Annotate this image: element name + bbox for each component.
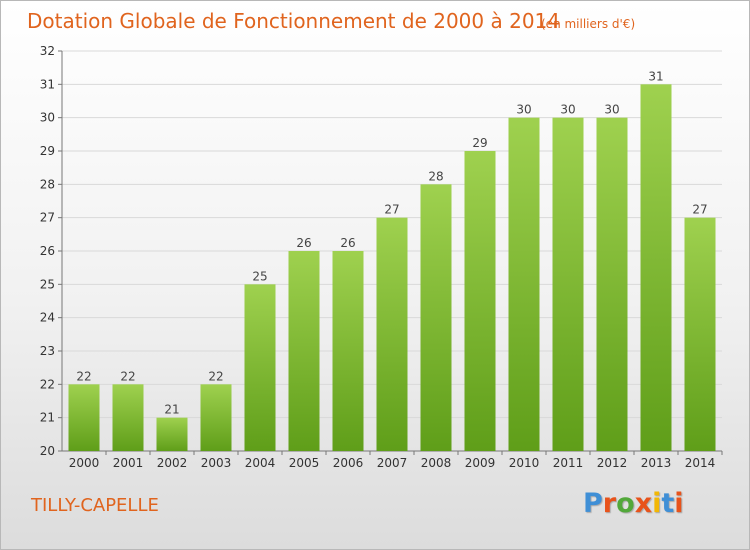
- bar: [332, 251, 364, 451]
- bar: [288, 251, 320, 451]
- bar: [244, 284, 276, 451]
- data-label: 31: [648, 69, 663, 83]
- y-tick-label: 28: [40, 177, 55, 191]
- x-tick-label: 2005: [289, 456, 320, 470]
- bar: [376, 217, 408, 451]
- x-tick-label: 2008: [421, 456, 452, 470]
- y-tick-label: 29: [40, 144, 55, 158]
- y-tick-label: 31: [40, 77, 55, 91]
- x-tick-label: 2007: [377, 456, 408, 470]
- x-tick-label: 2009: [465, 456, 496, 470]
- x-tick-label: 2002: [157, 456, 188, 470]
- y-tick-label: 21: [40, 411, 55, 425]
- data-label: 28: [428, 169, 443, 183]
- bar: [508, 117, 540, 452]
- bar: [200, 384, 232, 451]
- x-tick-label: 2000: [69, 456, 100, 470]
- logo-letter: x: [634, 488, 653, 519]
- data-label: 22: [120, 369, 135, 383]
- bars: [68, 84, 716, 452]
- y-tick-label: 24: [40, 311, 55, 325]
- data-label: 30: [604, 103, 619, 117]
- x-tick-label: 2006: [333, 456, 364, 470]
- data-label: 29: [472, 136, 487, 150]
- x-tick-label: 2011: [553, 456, 584, 470]
- x-tick-label: 2010: [509, 456, 540, 470]
- data-label: 30: [560, 103, 575, 117]
- x-tick-labels: 2000 2001 2002 2003 2004 2005 2006 2007 2008 2009…: [69, 456, 716, 470]
- logo-letter: P: [583, 488, 603, 519]
- logo-letter: o: [616, 488, 635, 519]
- y-tick-label: 23: [40, 344, 55, 358]
- bar: [112, 384, 144, 451]
- bar: [596, 117, 628, 452]
- logo-letter: i: [674, 488, 684, 519]
- y-tick-label: 32: [40, 44, 55, 58]
- y-tick-label: 30: [40, 111, 55, 125]
- x-tick-label: 2004: [245, 456, 276, 470]
- bar: [420, 184, 452, 452]
- chart-unit-note: (en milliers d'€): [541, 17, 635, 31]
- y-tick-label: 22: [40, 377, 55, 391]
- logo-letter: i: [652, 488, 662, 519]
- data-label: 22: [76, 369, 91, 383]
- y-tick-label: 20: [40, 444, 55, 458]
- city-name: TILLY-CAPELLE: [31, 495, 159, 516]
- bar: [156, 417, 188, 451]
- y-tick-label: 27: [40, 211, 55, 225]
- data-label: 25: [252, 269, 267, 283]
- data-label: 26: [296, 236, 311, 250]
- y-tick-label: 25: [40, 277, 55, 291]
- proxiti-logo: Proxiti: [583, 488, 684, 519]
- data-labels: 22 22 21 22 25 26 26 27 28 29 30 30 30 31 27: [76, 69, 707, 416]
- bar: [684, 217, 716, 451]
- data-label: 21: [164, 403, 179, 417]
- data-label: 26: [340, 236, 355, 250]
- bar: [464, 151, 496, 451]
- data-label: 22: [208, 369, 223, 383]
- logo-letter: r: [602, 488, 617, 519]
- x-tick-label: 2003: [201, 456, 232, 470]
- x-tick-label: 2001: [113, 456, 144, 470]
- y-tick-labels: 20 21 22 23 24 25 26 27 28 29 30 31 32: [40, 44, 55, 458]
- data-label: 30: [516, 103, 531, 117]
- x-tick-label: 2014: [685, 456, 716, 470]
- y-tick-label: 26: [40, 244, 55, 258]
- bar: [552, 117, 584, 452]
- x-tick-label: 2012: [597, 456, 628, 470]
- chart-title: Dotation Globale de Fonctionnement de 20…: [27, 9, 560, 33]
- data-label: 27: [384, 203, 399, 217]
- bar: [640, 84, 672, 451]
- bar: [68, 384, 100, 451]
- data-label: 27: [692, 203, 707, 217]
- logo-letter: t: [661, 488, 675, 519]
- x-tick-label: 2013: [641, 456, 672, 470]
